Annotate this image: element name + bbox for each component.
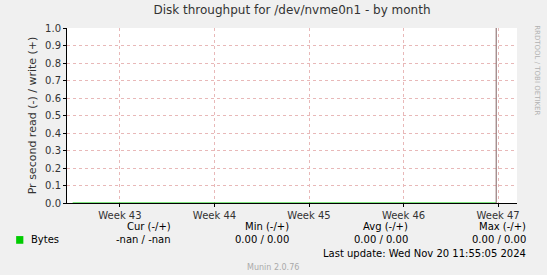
- svg-text:0.7: 0.7: [45, 75, 61, 86]
- svg-text:Last update: Wed Nov 20 11:55:: Last update: Wed Nov 20 11:55:05 2024: [323, 248, 526, 259]
- svg-text:0.5: 0.5: [45, 110, 61, 121]
- svg-text:0.00 / 0.00: 0.00 / 0.00: [472, 234, 526, 245]
- svg-text:Week 45: Week 45: [287, 210, 330, 221]
- svg-text:RRDTOOL / TOBI OETIKER: RRDTOOL / TOBI OETIKER: [533, 25, 541, 115]
- svg-text:Cur (-/+): Cur (-/+): [127, 221, 171, 232]
- svg-text:Disk throughput for /dev/nvme0: Disk throughput for /dev/nvme0n1 - by mo…: [153, 3, 430, 17]
- svg-text:0.3: 0.3: [45, 145, 61, 156]
- svg-text:0.00 / 0.00: 0.00 / 0.00: [235, 234, 289, 245]
- svg-text:0.00 / 0.00: 0.00 / 0.00: [354, 234, 408, 245]
- svg-text:Pr second read (-) / write (+): Pr second read (-) / write (+): [26, 37, 39, 195]
- svg-text:Min (-/+): Min (-/+): [245, 221, 289, 232]
- svg-text:0.1: 0.1: [45, 180, 61, 191]
- svg-text:0.8: 0.8: [45, 58, 61, 69]
- svg-text:Munin 2.0.76: Munin 2.0.76: [247, 263, 299, 272]
- svg-text:0.9: 0.9: [45, 40, 61, 51]
- svg-text:1.0: 1.0: [45, 23, 61, 34]
- svg-text:Week 46: Week 46: [382, 210, 425, 221]
- svg-text:Week 43: Week 43: [98, 210, 141, 221]
- svg-text:Avg (-/+): Avg (-/+): [363, 221, 408, 232]
- svg-text:Max (-/+): Max (-/+): [479, 221, 526, 232]
- svg-text:Week 44: Week 44: [193, 210, 236, 221]
- svg-text:-nan / -nan: -nan / -nan: [116, 234, 171, 245]
- svg-text:0.2: 0.2: [45, 163, 61, 174]
- svg-text:0.6: 0.6: [45, 93, 61, 104]
- svg-text:0.0: 0.0: [45, 198, 61, 209]
- svg-text:Week 47: Week 47: [476, 210, 519, 221]
- svg-text:Bytes: Bytes: [31, 234, 59, 245]
- svg-text:0.4: 0.4: [45, 128, 61, 139]
